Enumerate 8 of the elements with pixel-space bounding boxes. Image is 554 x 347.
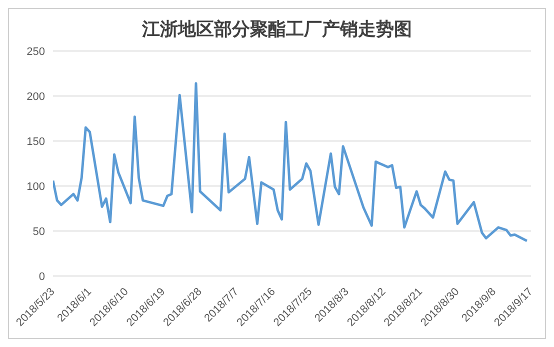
y-tick-label: 200 [26, 90, 45, 103]
y-tick-label: 250 [26, 46, 45, 58]
y-tick-label: 100 [26, 180, 45, 193]
y-tick-label: 150 [26, 136, 45, 148]
y-tick-label: 50 [32, 226, 45, 238]
y-tick-label: 0 [38, 270, 45, 283]
line-series [53, 82, 528, 242]
chart-title: 江浙地区部分聚酯工厂产销走势图 [140, 18, 413, 41]
